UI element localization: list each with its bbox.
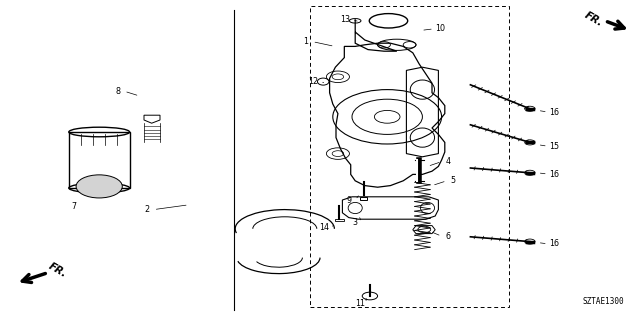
Text: 11: 11 <box>355 299 365 308</box>
Text: 16: 16 <box>549 108 559 116</box>
Text: SZTAE1300: SZTAE1300 <box>582 297 624 306</box>
Text: 2: 2 <box>145 205 150 214</box>
Text: 12: 12 <box>308 77 319 86</box>
Text: 6: 6 <box>445 232 451 241</box>
Text: 3: 3 <box>353 218 358 227</box>
Bar <box>310 6 509 307</box>
Text: 9: 9 <box>346 196 351 204</box>
Circle shape <box>76 175 122 198</box>
Text: 16: 16 <box>549 170 559 179</box>
Text: FR.: FR. <box>47 261 68 280</box>
Text: FR.: FR. <box>583 10 605 28</box>
Circle shape <box>525 170 535 175</box>
Text: 4: 4 <box>445 157 451 166</box>
Text: 15: 15 <box>549 142 559 151</box>
Text: 10: 10 <box>435 24 445 33</box>
Text: 1: 1 <box>303 37 308 46</box>
Text: 7: 7 <box>72 202 77 211</box>
Circle shape <box>525 106 535 111</box>
Text: 14: 14 <box>319 223 329 232</box>
Text: 16: 16 <box>549 239 559 248</box>
Text: 5: 5 <box>451 176 456 185</box>
Text: 13: 13 <box>340 15 351 24</box>
Text: 8: 8 <box>115 87 120 96</box>
Circle shape <box>525 239 535 244</box>
Circle shape <box>525 140 535 145</box>
